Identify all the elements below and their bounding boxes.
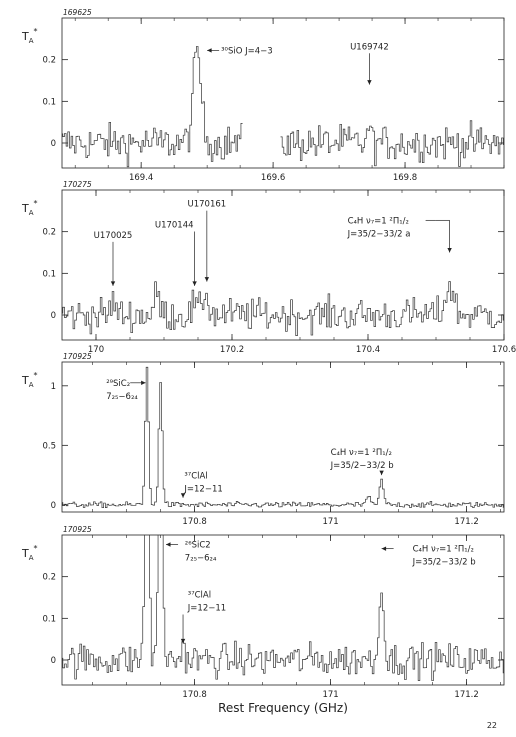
- panel-label: 170275: [63, 180, 92, 189]
- line-annotation: C₄H ν₇=1 ²Π₁/₂ J=35/2−33/2 b: [330, 448, 394, 476]
- annotation-label: C₄H ν₇=1 ²Π₁/₂: [331, 448, 392, 458]
- arrowhead: [381, 546, 387, 551]
- arrowhead: [379, 470, 384, 476]
- x-tick-label: 170: [88, 345, 104, 355]
- y-tick-label: 0.5: [42, 441, 56, 451]
- annotation-label: 7₂₅−6₂₄: [185, 554, 217, 564]
- x-tick-label: 170.8: [182, 517, 206, 527]
- line-annotation: C₄H ν₇=1 ²Π₁/₂ J=35/2−33/2 a: [347, 216, 452, 253]
- annotation-label: ³⁷ClAl: [188, 591, 211, 601]
- arrowhead: [166, 542, 171, 547]
- arrowhead: [367, 80, 372, 85]
- annotation-label: J=12−11: [183, 485, 222, 495]
- page-number: 22: [487, 721, 497, 730]
- arrowhead: [192, 281, 197, 286]
- panel-1: 169625 TA* 169.4 169.6 169.8 0 0.1 0.2 ³⁰SiO J=4…: [21, 8, 505, 183]
- y-tick-label: 0: [51, 501, 56, 511]
- x-tick-label: 169.4: [129, 173, 153, 183]
- y-tick-label: 1: [51, 382, 56, 392]
- x-tick-label: 170.2: [220, 345, 244, 355]
- line-annotation: U170161: [188, 200, 227, 282]
- panel-4: 170925 TA* 170.8 171 171.2 0 0.1 0.2 ²⁶SiC2 7₂₅−6…: [21, 525, 505, 700]
- line-annotation: ³⁷ClAl J=12−11: [180, 472, 223, 498]
- x-tick-label: 170.6: [492, 345, 516, 355]
- plot-frame: [61, 17, 505, 169]
- line-annotation: U170144: [155, 221, 197, 286]
- x-tick-label: 169.8: [393, 173, 417, 183]
- spectrum-trace: [62, 281, 504, 336]
- panel-label: 170925: [63, 352, 92, 361]
- arrowhead: [180, 493, 186, 498]
- y-tick-label: 0: [51, 656, 56, 666]
- panel-label: 170925: [63, 525, 92, 534]
- line-annotation: U169742: [350, 42, 389, 85]
- spectrum-trace: [62, 535, 504, 681]
- x-tick-label: 171.2: [454, 690, 478, 700]
- annotation-label: J=35/2−33/2 a: [347, 229, 411, 239]
- annotation-label: U170144: [155, 221, 194, 231]
- line-annotation: U170025: [94, 231, 133, 286]
- arrowhead: [180, 638, 186, 644]
- y-tick-label: 0.1: [42, 97, 56, 107]
- line-annotation: ³⁰SiO J=4−3: [207, 46, 273, 56]
- y-axis-label: TA*: [21, 544, 38, 562]
- plot-frame: [61, 534, 505, 686]
- y-tick-label: 0: [51, 311, 56, 321]
- y-axis-label: TA*: [21, 199, 38, 217]
- annotation-label: ²⁶SiC2: [185, 541, 211, 551]
- annotation-label: J=12−11: [187, 604, 226, 614]
- panel-label: 169625: [63, 8, 92, 17]
- x-tick-label: 170.8: [182, 690, 206, 700]
- annotation-label: J=35/2−33/2 b: [412, 558, 476, 568]
- spectrum-trace: [62, 46, 504, 168]
- y-tick-label: 0.2: [42, 228, 56, 238]
- y-axis-label: TA*: [21, 27, 38, 45]
- annotation-label: J=35/2−33/2 b: [330, 461, 394, 471]
- arrowhead: [204, 277, 210, 282]
- arrowhead: [207, 48, 212, 53]
- annotation-label: C₄H ν₇=1 ²Π₁/₂: [413, 545, 474, 555]
- annotation-label: ³⁷ClAl: [184, 472, 207, 482]
- x-tick-label: 171: [322, 517, 338, 527]
- y-axis-label: TA*: [21, 371, 38, 389]
- annotation-label: U170161: [188, 200, 227, 210]
- x-tick-label: 170.4: [356, 345, 380, 355]
- line-annotation: ²⁹SiC₂ 7₂₅−6₂₄: [106, 379, 146, 402]
- y-tick-label: 0.1: [42, 614, 56, 624]
- plot-frame: [61, 361, 505, 513]
- x-axis-label: Rest Frequency (GHz): [218, 701, 348, 715]
- y-tick-label: 0.2: [42, 56, 56, 66]
- panel-2: 170275 TA* 170 170.2 170.4 170.6 0 0.1 0.2 U17002…: [21, 180, 516, 355]
- arrowhead: [447, 248, 452, 253]
- x-tick-label: 169.6: [261, 173, 285, 183]
- annotation-label: 7₂₅−6₂₄: [106, 392, 138, 402]
- y-tick-label: 0.2: [42, 573, 56, 583]
- panel-3: 170925 TA* 170.8 171 171.2 0 0.5 1 ²⁹SiC₂ 7₂₅−6₂₄…: [21, 352, 505, 527]
- y-tick-label: 0: [51, 139, 56, 149]
- y-tick-label: 0.1: [42, 269, 56, 279]
- annotation-label: U170025: [94, 231, 133, 241]
- line-annotation: C₄H ν₇=1 ²Π₁/₂ J=35/2−33/2 b: [381, 545, 476, 568]
- annotation-label: C₄H ν₇=1 ²Π₁/₂: [348, 216, 409, 226]
- arrowhead: [110, 281, 116, 286]
- annotation-label: U169742: [350, 42, 389, 52]
- annotation-label: ³⁰SiO J=4−3: [221, 46, 273, 56]
- line-annotation: ³⁷ClAl J=12−11: [180, 591, 226, 644]
- plot-frame: [61, 189, 505, 341]
- spectrum-trace: [62, 366, 504, 509]
- annotation-label: ²⁹SiC₂: [106, 379, 130, 389]
- arrowhead: [141, 380, 146, 386]
- line-annotation: ²⁶SiC2 7₂₅−6₂₄: [166, 541, 217, 564]
- x-tick-label: 171: [322, 690, 338, 700]
- x-tick-label: 171.2: [454, 517, 478, 527]
